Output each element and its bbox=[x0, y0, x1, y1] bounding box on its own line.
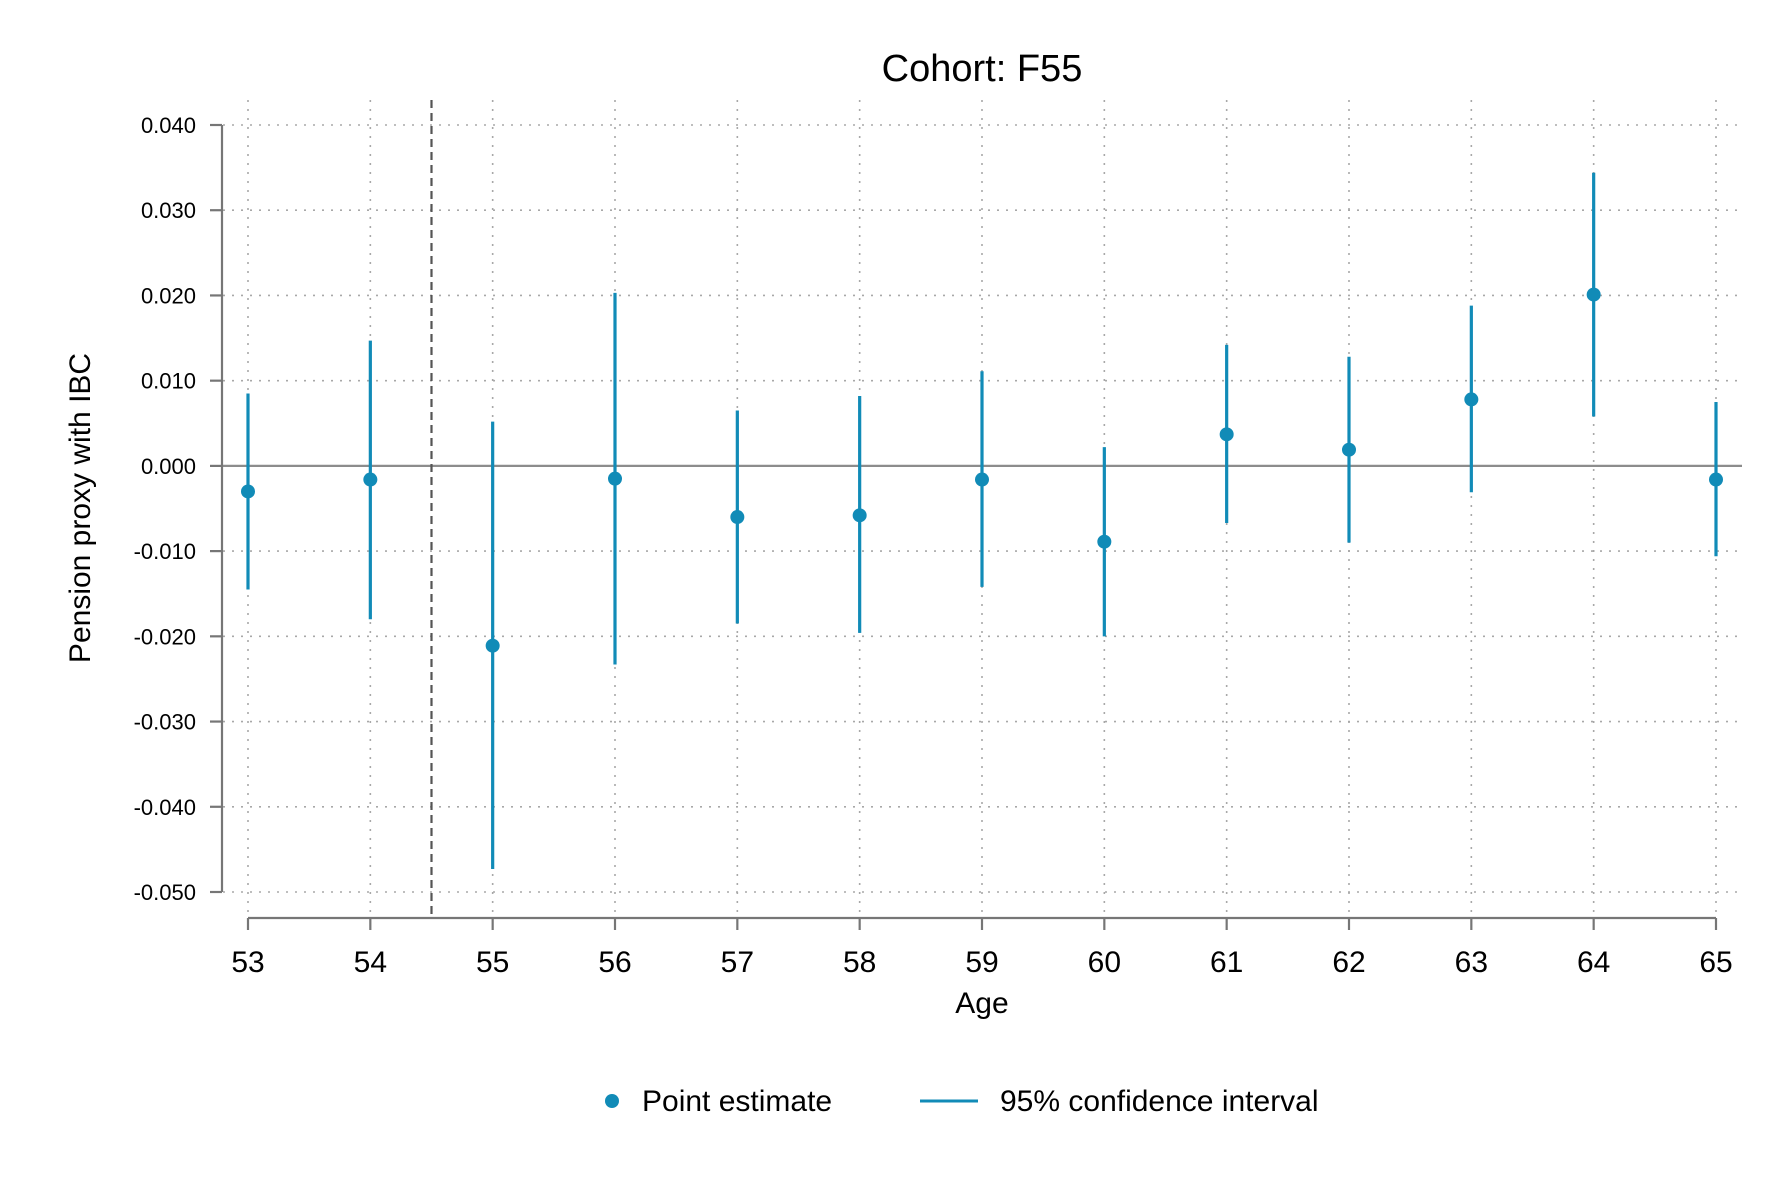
x-tick-label: 61 bbox=[1210, 946, 1243, 979]
point-estimate-marker bbox=[730, 510, 745, 525]
x-tick-label: 65 bbox=[1699, 946, 1732, 979]
x-tick-label: 55 bbox=[476, 946, 509, 979]
point-estimate-marker bbox=[1097, 534, 1112, 549]
x-tick-label: 57 bbox=[721, 946, 754, 979]
y-tick-label: -0.050 bbox=[134, 880, 196, 905]
legend-point-marker bbox=[605, 1094, 619, 1108]
x-tick-label: 60 bbox=[1088, 946, 1121, 979]
point-estimate-marker bbox=[1586, 287, 1601, 302]
point-estimate-marker bbox=[1219, 427, 1234, 442]
legend-label-point-estimate: Point estimate bbox=[642, 1085, 832, 1118]
x-tick-label: 62 bbox=[1332, 946, 1365, 979]
chart-title: Cohort: F55 bbox=[882, 48, 1083, 90]
x-tick-label: 59 bbox=[965, 946, 998, 979]
legend-label-confidence-interval: 95% confidence interval bbox=[1000, 1085, 1319, 1118]
point-estimate-marker bbox=[485, 638, 500, 653]
x-tick-label: 56 bbox=[598, 946, 631, 979]
point-estimate-marker bbox=[363, 472, 378, 487]
y-tick-label: 0.010 bbox=[141, 369, 196, 394]
point-estimate-marker bbox=[975, 472, 989, 487]
y-tick-label: 0.040 bbox=[141, 113, 196, 138]
axes: -0.050 -0.040 -0.030 -0.020 -0.010 0.000 0.010… bbox=[134, 113, 1733, 979]
point-estimate-marker bbox=[608, 471, 622, 486]
x-tick-label: 63 bbox=[1455, 946, 1488, 979]
point-estimate-marker bbox=[1342, 442, 1356, 457]
y-tick-label: 0.000 bbox=[141, 454, 196, 479]
x-tick-label: 53 bbox=[231, 946, 264, 979]
x-tick-label: 58 bbox=[843, 946, 876, 979]
legend: Point estimate 95% confidence interval bbox=[605, 1085, 1319, 1118]
point-estimate-marker bbox=[852, 508, 867, 523]
grid bbox=[223, 100, 1742, 918]
x-tick-label: 64 bbox=[1577, 946, 1610, 979]
y-axis-title: Pension proxy with IBC bbox=[64, 353, 97, 663]
y-tick-label: -0.010 bbox=[134, 539, 196, 564]
y-tick-label: -0.040 bbox=[134, 795, 196, 820]
point-estimate-marker bbox=[1464, 392, 1479, 407]
y-tick-label: -0.020 bbox=[134, 624, 196, 649]
y-tick-label: 0.020 bbox=[141, 283, 196, 308]
x-tick-label: 54 bbox=[354, 946, 387, 979]
data-marks bbox=[241, 172, 1723, 869]
y-tick-label: -0.030 bbox=[134, 710, 196, 735]
x-axis-title: Age bbox=[955, 987, 1008, 1020]
point-estimate-marker bbox=[241, 484, 255, 499]
y-tick-label: 0.030 bbox=[141, 198, 196, 223]
point-estimate-marker bbox=[1709, 472, 1723, 487]
